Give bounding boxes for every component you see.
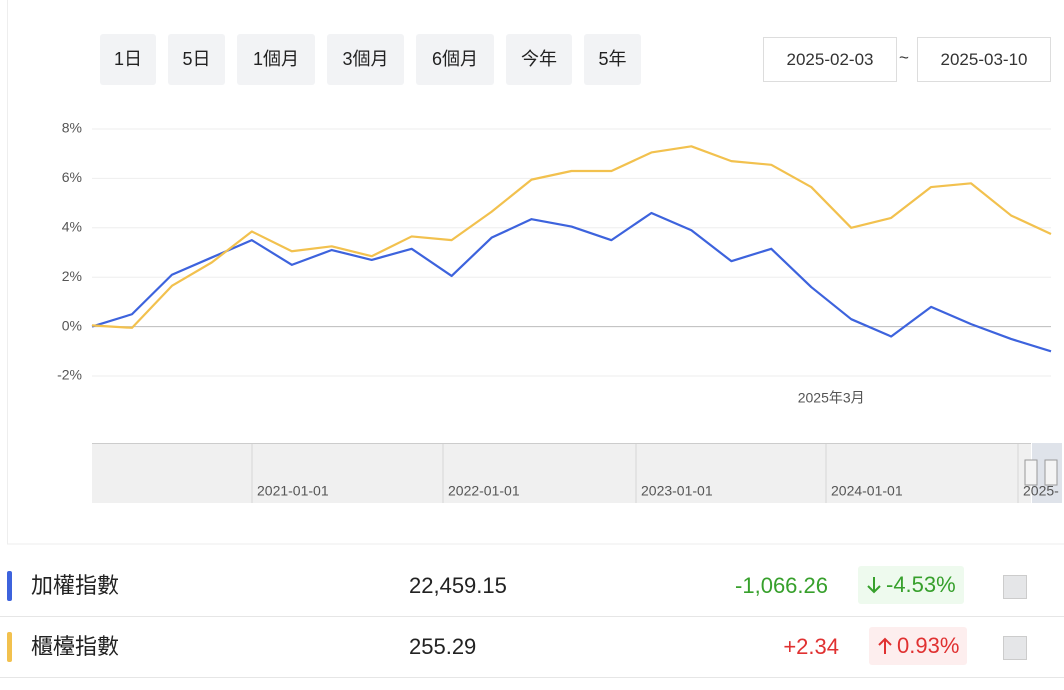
index-value: 255.29 [409, 634, 477, 659]
index-value: 22,459.15 [409, 573, 507, 598]
navigator-handle[interactable] [1024, 459, 1038, 486]
range-button[interactable]: 5年 [584, 34, 641, 85]
range-button[interactable]: 5日 [168, 34, 225, 85]
navigator-label: 2021-01-01 [257, 483, 329, 499]
date-separator: ~ [899, 48, 909, 67]
range-button[interactable]: 3個月 [327, 34, 404, 85]
percent-text: -4.53% [886, 572, 956, 597]
navigator-label: 2024-01-01 [831, 483, 903, 499]
legend-color [7, 632, 12, 662]
index-row: 櫃檯指數 255.29 +2.34 0.93% [0, 617, 1064, 678]
index-name: 櫃檯指數 [31, 634, 120, 659]
y-tick-label: 6% [62, 169, 82, 185]
index-percent: 0.93% [869, 627, 968, 665]
range-button[interactable]: 今年 [506, 34, 572, 85]
index-row: 加權指數 22,459.15 -1,066.26 -4.53% [0, 556, 1064, 617]
x-tick-label: 2025年3月 [798, 390, 865, 406]
index-change: +2.34 [783, 634, 839, 659]
navigator-handle[interactable] [1044, 459, 1058, 486]
navigator-label: 2022-01-01 [448, 483, 520, 499]
toggle-checkbox[interactable] [1003, 575, 1027, 599]
series-line [91, 211, 1052, 353]
index-name: 加權指數 [31, 573, 120, 598]
arrow-icon [867, 577, 881, 594]
y-tick-label: 2% [62, 268, 82, 284]
navigator-label: 2025- [1023, 483, 1059, 499]
y-tick-label: 4% [62, 219, 82, 235]
series-line [91, 145, 1052, 329]
index-percent: -4.53% [858, 566, 964, 604]
y-tick-label: 0% [62, 317, 82, 333]
start-date[interactable]: 2025-02-03 [763, 37, 897, 82]
card [7, 0, 1064, 545]
navigator [92, 443, 1031, 503]
navigator-label: 2023-01-01 [641, 483, 713, 499]
legend-color [7, 571, 12, 601]
range-button[interactable]: 1個月 [237, 34, 315, 85]
end-date[interactable]: 2025-03-10 [917, 37, 1051, 82]
y-tick-label: 8% [62, 120, 82, 136]
range-button[interactable]: 6個月 [416, 34, 494, 85]
y-tick-label: -2% [57, 367, 82, 383]
range-button[interactable]: 1日 [100, 34, 156, 85]
percent-text: 0.93% [897, 633, 960, 658]
toggle-checkbox[interactable] [1003, 636, 1027, 660]
chart: -2% 0% 2% 4% 6% 8% 2025年3月 2021-01-01 2022-01-01… [7, 0, 1064, 545]
arrow-icon [878, 637, 892, 654]
index-change: -1,066.26 [735, 573, 828, 598]
